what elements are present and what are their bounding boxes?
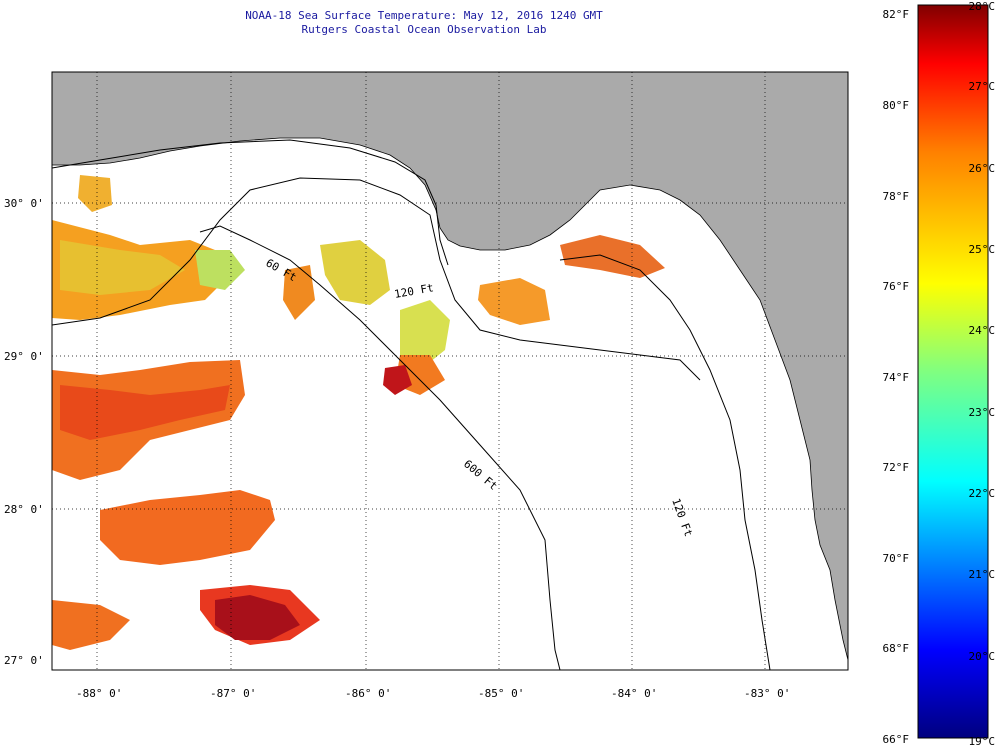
f-label-78: 78°F (883, 190, 910, 203)
lon-label-88: -88° 0' (76, 687, 122, 700)
c-label-25: 25°C (969, 243, 996, 256)
lat-label-27: 27° 0' (4, 654, 44, 667)
graticule (52, 72, 848, 670)
c-label-20: 20°C (969, 650, 996, 663)
colorbar-fahrenheit-labels: 82°F 80°F 78°F 76°F 74°F 72°F 70°F 68°F … (883, 8, 910, 746)
lon-label-85: -85° 0' (478, 687, 524, 700)
map-title: NOAA-18 Sea Surface Temperature: May 12,… (245, 9, 603, 22)
isobath-lines (52, 139, 771, 670)
f-label-80: 80°F (883, 99, 910, 112)
f-label-76: 76°F (883, 280, 910, 293)
c-label-27: 27°C (969, 80, 996, 93)
f-label-66: 66°F (883, 733, 910, 746)
lon-label-86: -86° 0' (345, 687, 391, 700)
f-label-70: 70°F (883, 552, 910, 565)
c-label-21: 21°C (969, 568, 996, 581)
colorbar-celsius-labels: 28°C 27°C 26°C 25°C 24°C 23°C 22°C 21°C … (969, 0, 996, 748)
f-label-68: 68°F (883, 642, 910, 655)
f-label-72: 72°F (883, 461, 910, 474)
lon-label-87: -87° 0' (210, 687, 256, 700)
map-frame (51, 71, 849, 671)
c-label-22: 22°C (969, 487, 996, 500)
lat-label-29: 29° 0' (4, 350, 44, 363)
lon-label-84: -84° 0' (611, 687, 657, 700)
temperature-colorbar (917, 4, 989, 739)
coastal-bay (795, 505, 815, 545)
c-label-23: 23°C (969, 406, 996, 419)
lat-label-28: 28° 0' (4, 503, 44, 516)
lat-label-30: 30° 0' (4, 197, 44, 210)
land-mass (52, 72, 848, 661)
c-label-28: 28°C (969, 0, 996, 13)
c-label-24: 24°C (969, 324, 996, 337)
c-label-19: 19°C (969, 735, 996, 748)
map-subtitle: Rutgers Coastal Ocean Observation Lab (301, 23, 547, 36)
c-label-26: 26°C (969, 162, 996, 175)
lon-label-83: -83° 0' (744, 687, 790, 700)
f-label-74: 74°F (883, 371, 910, 384)
f-label-82: 82°F (883, 8, 910, 21)
